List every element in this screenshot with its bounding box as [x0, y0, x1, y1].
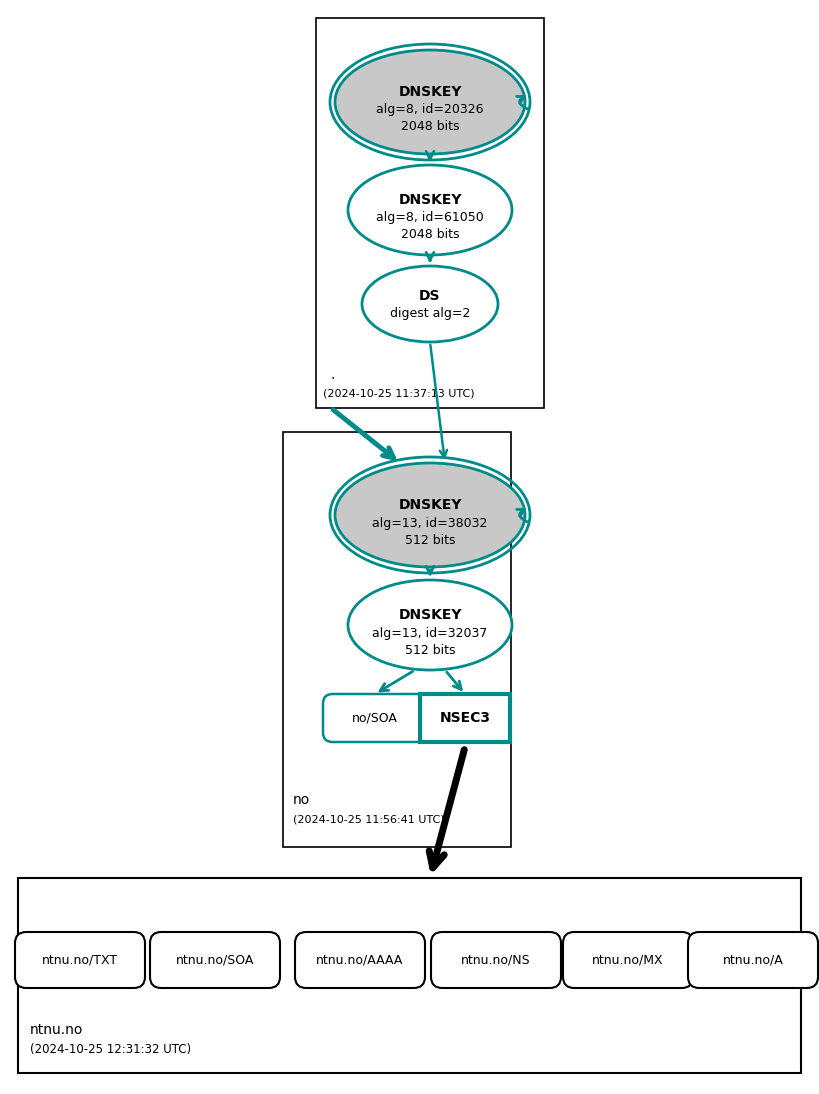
Text: (2024-10-25 11:56:41 UTC): (2024-10-25 11:56:41 UTC) — [293, 815, 445, 825]
Text: alg=8, id=61050: alg=8, id=61050 — [376, 211, 484, 224]
FancyBboxPatch shape — [150, 932, 280, 988]
FancyBboxPatch shape — [15, 932, 145, 988]
Text: (2024-10-25 12:31:32 UTC): (2024-10-25 12:31:32 UTC) — [30, 1044, 191, 1057]
Text: alg=13, id=38032: alg=13, id=38032 — [373, 516, 487, 529]
Text: alg=13, id=32037: alg=13, id=32037 — [373, 627, 487, 640]
Ellipse shape — [348, 165, 512, 255]
FancyBboxPatch shape — [563, 932, 693, 988]
FancyBboxPatch shape — [295, 932, 425, 988]
Bar — [18, 878, 801, 1073]
Text: DNSKEY: DNSKEY — [398, 498, 462, 512]
FancyBboxPatch shape — [688, 932, 818, 988]
Text: ntnu.no/MX: ntnu.no/MX — [592, 954, 664, 966]
Ellipse shape — [362, 266, 498, 342]
Text: alg=8, id=20326: alg=8, id=20326 — [376, 104, 484, 116]
Text: .: . — [330, 368, 334, 382]
Ellipse shape — [335, 50, 525, 154]
Ellipse shape — [335, 463, 525, 567]
FancyBboxPatch shape — [323, 694, 427, 742]
Text: 2048 bits: 2048 bits — [400, 120, 459, 133]
Text: DS: DS — [419, 289, 441, 303]
Text: NSEC3: NSEC3 — [440, 711, 491, 725]
FancyBboxPatch shape — [420, 694, 510, 742]
Bar — [283, 432, 511, 847]
Text: no/SOA: no/SOA — [352, 711, 398, 724]
Text: DNSKEY: DNSKEY — [398, 608, 462, 622]
Text: 512 bits: 512 bits — [405, 534, 455, 547]
Text: no: no — [293, 793, 310, 807]
Text: ntnu.no/TXT: ntnu.no/TXT — [42, 954, 118, 966]
Text: ntnu.no/AAAA: ntnu.no/AAAA — [316, 954, 404, 966]
Bar — [316, 18, 544, 408]
Ellipse shape — [348, 580, 512, 670]
FancyBboxPatch shape — [431, 932, 561, 988]
Text: digest alg=2: digest alg=2 — [390, 307, 470, 321]
Text: DNSKEY: DNSKEY — [398, 193, 462, 207]
Text: ntnu.no/SOA: ntnu.no/SOA — [176, 954, 254, 966]
Text: ntnu.no/NS: ntnu.no/NS — [461, 954, 531, 966]
Text: ntnu.no/A: ntnu.no/A — [722, 954, 784, 966]
Text: 512 bits: 512 bits — [405, 643, 455, 656]
Text: 2048 bits: 2048 bits — [400, 229, 459, 242]
Text: DNSKEY: DNSKEY — [398, 85, 462, 98]
Text: ntnu.no: ntnu.no — [30, 1023, 84, 1037]
Text: (2024-10-25 11:37:13 UTC): (2024-10-25 11:37:13 UTC) — [323, 388, 475, 398]
